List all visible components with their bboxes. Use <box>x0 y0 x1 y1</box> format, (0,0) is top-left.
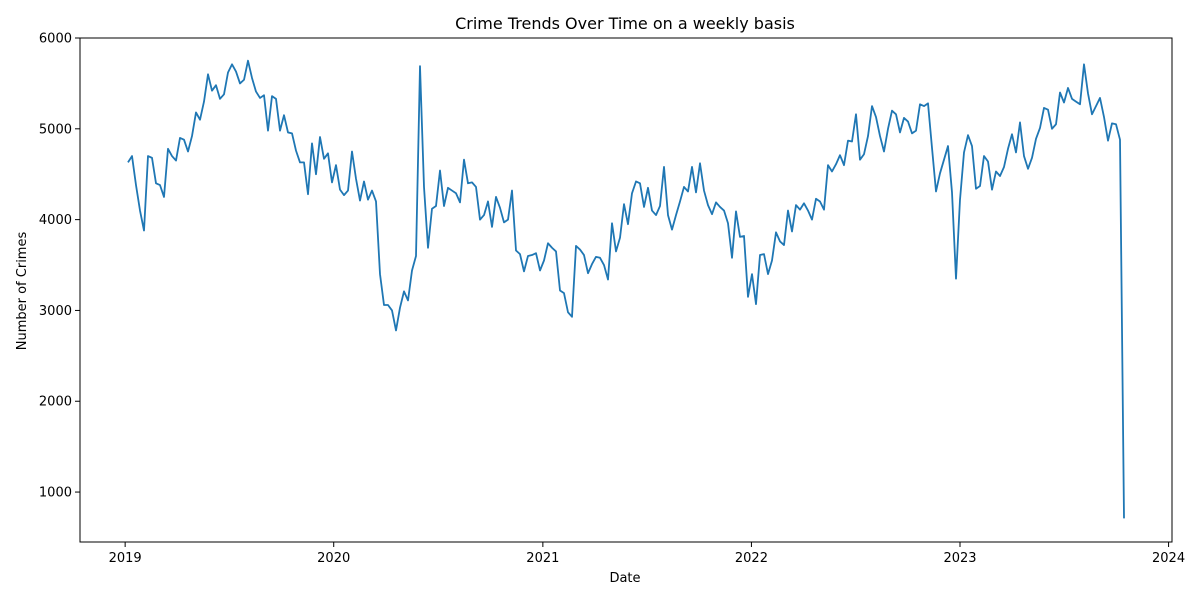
y-tick-label: 2000 <box>39 395 72 410</box>
plot-area-frame <box>79 37 1173 543</box>
y-tick-label: 5000 <box>39 122 72 137</box>
x-tick-label: 2024 <box>1152 551 1185 566</box>
crime-series-line <box>127 59 1125 519</box>
y-axis-ticks: 1000 2000 3000 4000 5000 6000 <box>39 32 80 501</box>
x-axis-ticks: 2019 2020 2021 2022 2023 2024 <box>109 542 1185 566</box>
y-tick-label: 4000 <box>39 213 72 228</box>
y-tick-label: 3000 <box>39 304 72 319</box>
y-axis-title: Number of Crimes <box>15 232 30 351</box>
x-axis-title: Date <box>609 571 640 586</box>
x-tick-label: 2019 <box>109 551 142 566</box>
x-tick-label: 2021 <box>526 551 559 566</box>
x-tick-label: 2020 <box>317 551 350 566</box>
chart-title: Crime Trends Over Time on a weekly basis <box>455 14 795 33</box>
x-tick-label: 2022 <box>735 551 768 566</box>
y-tick-label: 6000 <box>39 32 72 47</box>
y-tick-label: 1000 <box>39 486 72 501</box>
x-tick-label: 2023 <box>943 551 976 566</box>
